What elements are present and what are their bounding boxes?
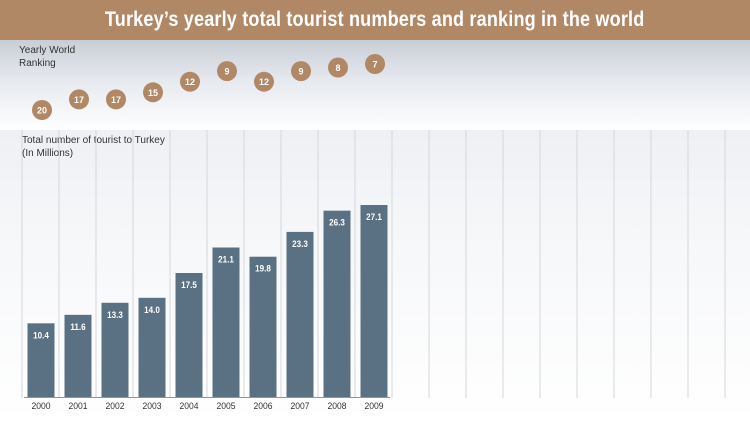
rank-bubble-2008: [328, 57, 348, 78]
bar-value-label-2006: 19.8: [255, 263, 271, 274]
tourist-label-line-1: Total number of tourist to Turkey: [22, 135, 165, 146]
rank-value-2008: 8: [335, 63, 340, 73]
rank-value-2000: 20: [37, 106, 47, 116]
x-tick-label-2002: 2002: [106, 401, 125, 412]
rank-bubble-2000: [32, 100, 52, 120]
tourist-label: Total number of tourist to Turkey (In Mi…: [22, 134, 192, 160]
rank-bubble-2002: [106, 89, 126, 110]
ranking-label-line-2: Ranking: [19, 58, 56, 69]
tourist-label-line-2: (In Millions): [22, 148, 74, 159]
rank-bubble-2009: [365, 54, 385, 74]
rank-bubble-2004: [180, 71, 200, 92]
ranking-label: Yearly World Ranking: [19, 44, 99, 70]
rank-value-2007: 9: [298, 67, 303, 77]
x-tick-label-2001: 2001: [69, 401, 88, 412]
rank-value-2001: 17: [74, 95, 84, 105]
rank-value-2003: 15: [148, 88, 158, 98]
bar-value-label-2008: 26.3: [329, 217, 345, 228]
bar-value-label-2001: 11.6: [70, 321, 85, 332]
bar-2002: [101, 302, 129, 397]
x-tick-label-2005: 2005: [217, 401, 236, 412]
bar-value-label-2000: 10.4: [33, 330, 49, 341]
bar-value-label-2003: 14.0: [144, 304, 160, 315]
chart-title: Turkey’s yearly total tourist numbers an…: [105, 8, 645, 31]
title-bar: Turkey’s yearly total tourist numbers an…: [0, 0, 750, 40]
bar-2008: [323, 210, 351, 397]
ranking-label-line-1: Yearly World: [19, 45, 76, 56]
rank-value-2005: 9: [224, 67, 229, 77]
bar-value-label-2005: 21.1: [218, 254, 234, 265]
x-tick-label-2004: 2004: [180, 401, 199, 412]
rank-value-2006: 12: [259, 77, 269, 87]
bar-2004: [175, 273, 203, 397]
x-tick-label-2000: 2000: [32, 401, 51, 412]
rank-bubble-2007: [291, 61, 311, 82]
bar-value-label-2009: 27.1: [366, 211, 382, 222]
bar-value-label-2004: 17.5: [181, 279, 197, 290]
rank-bubble-2006: [254, 71, 274, 92]
bar-2006: [249, 256, 277, 397]
rank-value-2009: 7: [372, 60, 377, 70]
bar-value-label-2007: 23.3: [292, 238, 308, 249]
bar-2000: [27, 323, 55, 397]
rank-value-2002: 17: [111, 95, 121, 105]
x-tick-label-2007: 2007: [291, 401, 310, 412]
x-tick-label-2006: 2006: [254, 401, 273, 412]
x-tick-label-2008: 2008: [328, 401, 347, 412]
x-tick-label-2003: 2003: [143, 401, 162, 412]
rank-bubble-2001: [69, 89, 89, 110]
bar-2009: [360, 205, 388, 397]
bar-2001: [64, 314, 92, 397]
bar-2005: [212, 247, 240, 397]
bar-2003: [138, 297, 166, 397]
bar-2007: [286, 231, 314, 397]
rank-value-2004: 12: [185, 77, 195, 87]
rank-bubble-2005: [217, 61, 237, 82]
x-tick-label-2009: 2009: [365, 401, 384, 412]
bar-value-label-2002: 13.3: [107, 309, 123, 320]
rank-bubble-2003: [143, 82, 163, 103]
